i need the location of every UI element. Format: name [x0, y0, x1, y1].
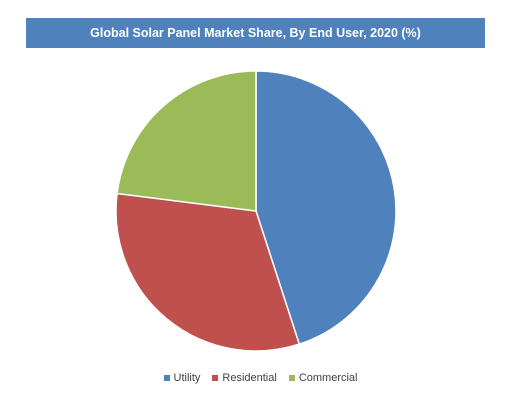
chart-legend: Utility Residential Commercial [0, 370, 521, 386]
pie-slice-residential [115, 192, 301, 352]
legend-label-residential: Residential [222, 372, 277, 384]
legend-label-utility: Utility [173, 372, 201, 384]
legend-swatch-commercial [288, 375, 295, 381]
legend-swatch-utility [163, 375, 170, 381]
chart-title-bar: Global Solar Panel Market Share, By End … [26, 18, 485, 48]
pie-slice-utility [255, 70, 397, 346]
legend-item-utility: Utility [163, 372, 201, 384]
chart-title: Global Solar Panel Market Share, By End … [90, 26, 421, 40]
legend-label-commercial: Commercial [298, 372, 358, 384]
pie-slice-commercial [116, 70, 257, 212]
legend-item-residential: Residential [212, 372, 277, 384]
legend-swatch-residential [212, 375, 219, 381]
legend-item-commercial: Commercial [288, 372, 358, 384]
